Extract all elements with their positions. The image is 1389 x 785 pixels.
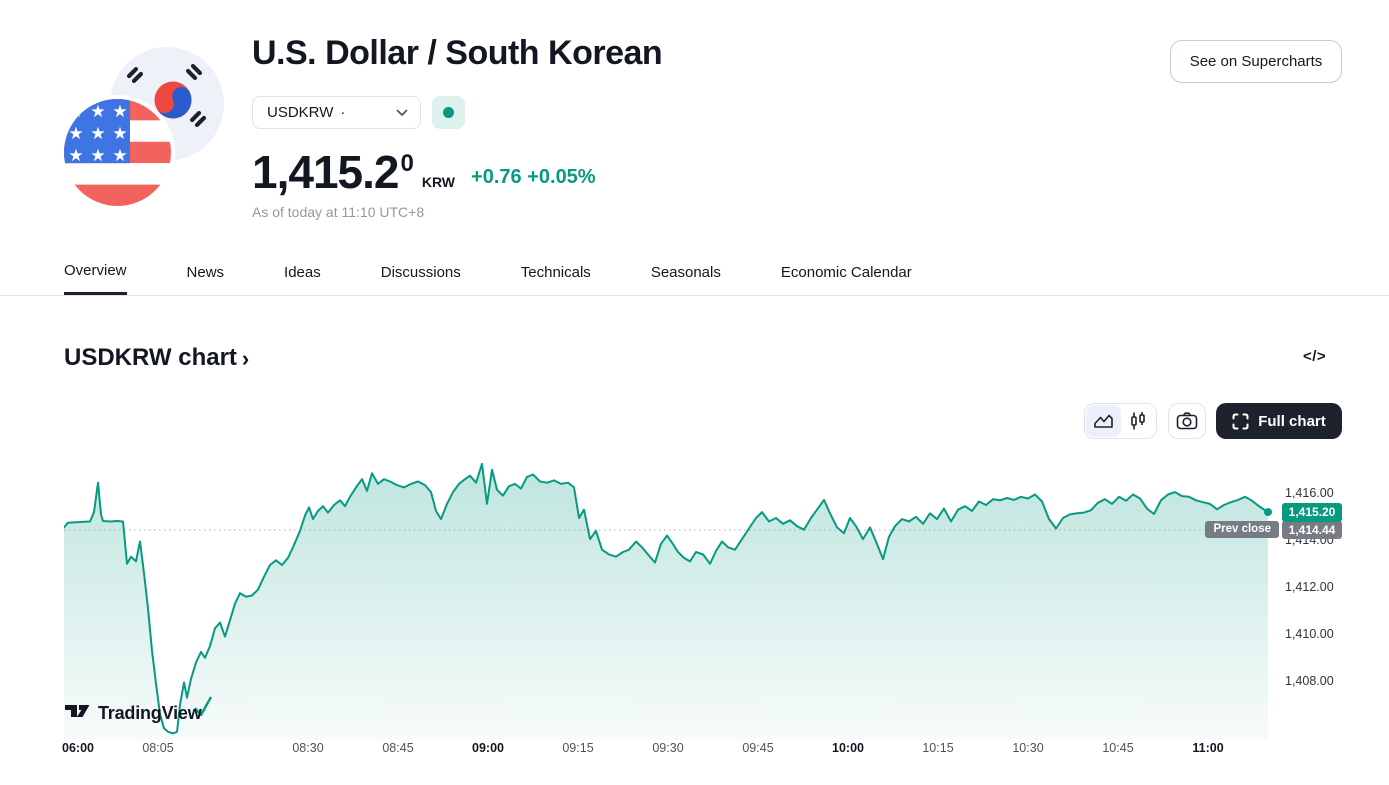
x-axis-tick: 08:45: [382, 741, 414, 755]
svg-text:★: ★: [90, 102, 105, 122]
watermark-check-icon: [194, 696, 213, 717]
chart-plot[interactable]: [64, 455, 1272, 740]
price-currency: KRW: [421, 174, 456, 190]
y-axis-tick: 1,408.00: [1285, 674, 1334, 689]
candles-chart-style-button[interactable]: [1121, 405, 1156, 437]
chevron-right-icon: ›: [241, 346, 250, 371]
market-status-badge[interactable]: [432, 96, 465, 129]
area-fill: [64, 463, 1268, 740]
x-axis-tick: 08:05: [142, 741, 174, 755]
svg-text:★: ★: [90, 124, 105, 144]
market-open-dot-icon: [443, 107, 454, 118]
price-block: 1,415.2 0 KRW +0.76 +0.05%: [252, 146, 596, 198]
camera-icon: [1176, 412, 1198, 430]
x-axis-tick: 08:30: [292, 741, 324, 755]
chart-section-heading-text: USDKRW chart: [64, 344, 237, 371]
chevron-down-icon: [396, 109, 408, 116]
prev-close-label: Prev close: [1205, 521, 1279, 539]
tab-overview[interactable]: Overview: [64, 262, 127, 295]
tab-discussions[interactable]: Discussions: [381, 262, 461, 295]
x-axis-tick: 06:00: [62, 741, 94, 755]
price-chart: 1,416.00 1,414.00 1,412.00 1,410.00 1,408.00…: [0, 440, 1389, 785]
us-flag-icon: ★ ★ ★ ★ ★ ★ ★ ★ ★: [60, 95, 175, 210]
y-axis-tick: 1,412.00: [1285, 580, 1334, 595]
tradingview-watermark: TradingView: [64, 696, 213, 724]
area-chart-style-button[interactable]: [1086, 405, 1121, 437]
symbol-separator: ·: [340, 104, 346, 121]
price-line: [64, 462, 1269, 735]
price-value: 1,415.2: [252, 146, 399, 198]
area-chart-icon: [1093, 414, 1113, 428]
tradingview-logo-icon: [65, 705, 90, 717]
fullscreen-icon: [1232, 413, 1249, 429]
see-on-supercharts-button[interactable]: See on Supercharts: [1170, 40, 1342, 83]
svg-text:★: ★: [68, 124, 83, 144]
watermark-text: TradingView: [98, 702, 202, 723]
x-axis-tick: 11:00: [1192, 741, 1224, 755]
page-title: U.S. Dollar / South Korean: [252, 34, 663, 72]
y-axis-tick: 1,410.00: [1285, 627, 1334, 642]
full-chart-button[interactable]: Full chart: [1216, 403, 1342, 439]
candles-icon: [1130, 412, 1145, 430]
tab-ideas[interactable]: Ideas: [284, 262, 321, 295]
x-axis-tick: 10:30: [1012, 741, 1044, 755]
x-axis-tick: 10:00: [832, 741, 864, 755]
price-change: +0.76 +0.05%: [471, 166, 596, 188]
chart-section-heading[interactable]: USDKRW chart ›: [64, 344, 249, 372]
x-axis-tick: 09:15: [562, 741, 594, 755]
price-fraction: 0: [400, 150, 414, 177]
price-timestamp: As of today at 11:10 UTC+8: [252, 204, 425, 220]
x-axis-tick: 09:30: [652, 741, 684, 755]
tab-economic-calendar[interactable]: Economic Calendar: [781, 262, 912, 295]
x-axis-tick: 09:00: [472, 741, 504, 755]
prev-close-price-badge: 1,414.44: [1282, 520, 1342, 539]
tab-technicals[interactable]: Technicals: [521, 262, 591, 295]
last-price-badge: 1,415.20: [1282, 502, 1342, 522]
last-price-dot: [1264, 508, 1272, 517]
svg-text:★: ★: [68, 146, 83, 166]
tab-seasonals[interactable]: Seasonals: [651, 262, 721, 295]
tab-bar-divider: [0, 295, 1389, 296]
svg-text:★: ★: [112, 146, 127, 166]
svg-text:★: ★: [112, 124, 127, 144]
x-axis-tick: 09:45: [742, 741, 774, 755]
svg-text:★: ★: [90, 146, 105, 166]
symbol-dropdown[interactable]: USDKRW ·: [252, 96, 421, 129]
embed-code-button[interactable]: </>: [1303, 348, 1327, 365]
x-axis-tick: 10:45: [1102, 741, 1134, 755]
symbol-label: USDKRW: [267, 104, 334, 121]
svg-text:★: ★: [112, 102, 127, 122]
x-axis-tick: 10:15: [922, 741, 954, 755]
tab-news[interactable]: News: [187, 262, 225, 295]
tab-bar: Overview News Ideas Discussions Technicals Se…: [64, 262, 912, 295]
chart-style-segmented-control: [1084, 403, 1157, 439]
snapshot-camera-button[interactable]: [1168, 403, 1206, 439]
y-axis-tick: 1,416.00: [1285, 486, 1334, 501]
full-chart-label: Full chart: [1258, 412, 1326, 430]
